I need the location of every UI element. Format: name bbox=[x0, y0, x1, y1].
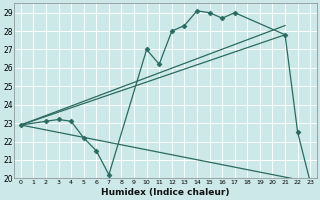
X-axis label: Humidex (Indice chaleur): Humidex (Indice chaleur) bbox=[101, 188, 230, 197]
